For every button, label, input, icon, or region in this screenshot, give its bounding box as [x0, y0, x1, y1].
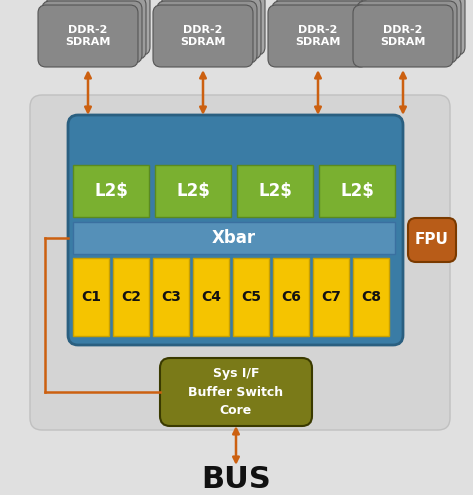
- FancyBboxPatch shape: [68, 115, 403, 345]
- Text: DDR-2
SDRAM: DDR-2 SDRAM: [380, 25, 426, 47]
- Bar: [353, 258, 389, 336]
- FancyBboxPatch shape: [165, 0, 265, 55]
- Text: DDR-2
SDRAM: DDR-2 SDRAM: [65, 25, 111, 47]
- FancyBboxPatch shape: [268, 5, 368, 67]
- FancyBboxPatch shape: [50, 0, 150, 55]
- Text: C5: C5: [241, 290, 261, 304]
- Text: C6: C6: [281, 290, 301, 304]
- FancyBboxPatch shape: [153, 5, 253, 67]
- Text: FPU: FPU: [415, 233, 449, 248]
- FancyBboxPatch shape: [276, 0, 376, 59]
- Text: L2$: L2$: [258, 182, 292, 200]
- Text: C4: C4: [201, 290, 221, 304]
- Text: L2$: L2$: [94, 182, 128, 200]
- FancyBboxPatch shape: [353, 5, 453, 67]
- Text: C7: C7: [321, 290, 341, 304]
- Text: L2$: L2$: [340, 182, 374, 200]
- Text: C2: C2: [121, 290, 141, 304]
- Text: DDR-2
SDRAM: DDR-2 SDRAM: [295, 25, 341, 47]
- Text: L2$: L2$: [176, 182, 210, 200]
- Text: Sys I/F
Buffer Switch
Core: Sys I/F Buffer Switch Core: [188, 366, 283, 417]
- Bar: [153, 258, 189, 336]
- Bar: [155, 165, 231, 217]
- Text: Xbar: Xbar: [212, 229, 256, 247]
- Bar: [313, 258, 349, 336]
- FancyBboxPatch shape: [42, 1, 142, 63]
- FancyBboxPatch shape: [46, 0, 146, 59]
- Bar: [273, 258, 309, 336]
- Bar: [73, 258, 109, 336]
- Bar: [233, 258, 269, 336]
- FancyBboxPatch shape: [38, 5, 138, 67]
- Text: BUS: BUS: [201, 465, 271, 495]
- Bar: [193, 258, 229, 336]
- FancyBboxPatch shape: [361, 0, 461, 59]
- Text: C8: C8: [361, 290, 381, 304]
- FancyBboxPatch shape: [357, 1, 457, 63]
- FancyBboxPatch shape: [30, 95, 450, 430]
- Bar: [73, 222, 395, 254]
- FancyBboxPatch shape: [160, 358, 312, 426]
- FancyBboxPatch shape: [157, 1, 257, 63]
- Bar: [73, 165, 149, 217]
- FancyBboxPatch shape: [408, 218, 456, 262]
- FancyBboxPatch shape: [272, 1, 372, 63]
- FancyBboxPatch shape: [280, 0, 380, 55]
- Bar: [113, 258, 149, 336]
- FancyBboxPatch shape: [161, 0, 261, 59]
- Text: DDR-2
SDRAM: DDR-2 SDRAM: [180, 25, 226, 47]
- Bar: [319, 165, 395, 217]
- Text: C1: C1: [81, 290, 101, 304]
- Bar: [237, 165, 313, 217]
- FancyBboxPatch shape: [365, 0, 465, 55]
- Text: C3: C3: [161, 290, 181, 304]
